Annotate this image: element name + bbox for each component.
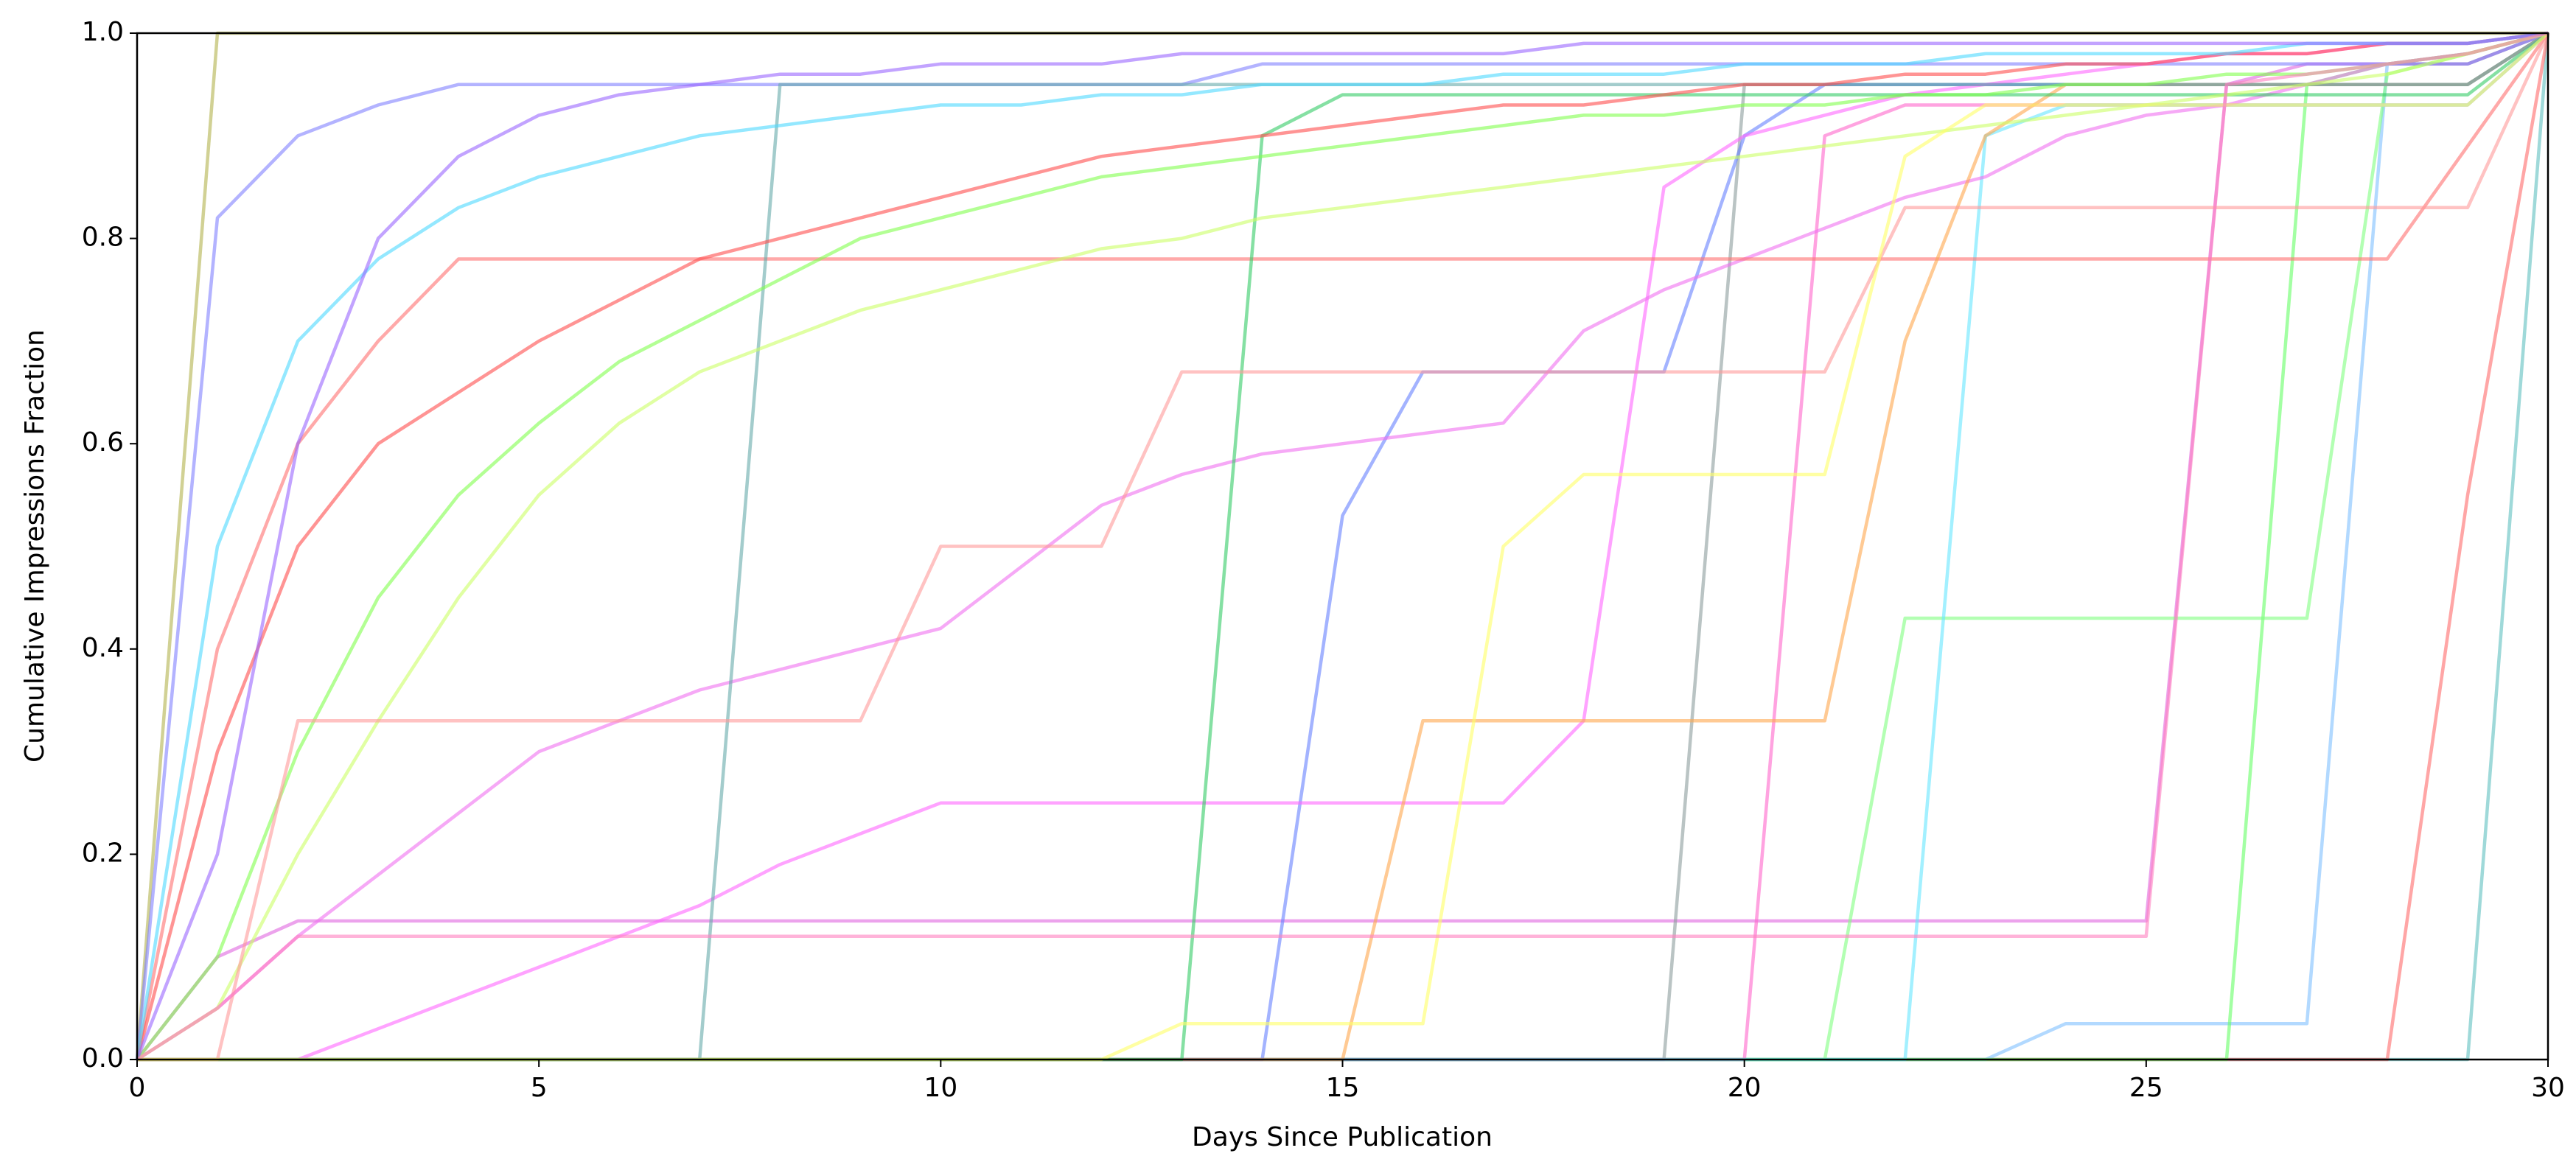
x-tick-label: 5 [531,1073,548,1103]
x-tick-label: 30 [2531,1073,2565,1103]
series-line [135,31,2549,1060]
x-tick-label: 0 [129,1073,146,1103]
x-tick-label: 20 [1728,1073,1762,1103]
x-axis-label: Days Since Publication [1192,1122,1493,1152]
x-tick-label: 10 [924,1073,957,1103]
series-line [135,32,2549,1060]
plot-area [135,31,2550,1062]
series-line [135,31,2549,1060]
y-axis-label: Cumulative Impressions Fraction [20,329,50,763]
y-tick-label: 0.8 [82,223,124,253]
y-tick-label: 0.0 [82,1043,124,1074]
y-tick-label: 0.2 [82,838,124,868]
y-tick-label: 0.6 [82,427,124,458]
x-tick-label: 25 [2129,1073,2163,1103]
series-line [136,31,2549,1061]
y-tick-label: 0.4 [82,633,124,663]
y-tick-label: 1.0 [82,17,124,47]
series-line [135,31,2549,1060]
series-line [136,31,2549,1061]
series-line [136,31,2549,1061]
x-tick-label: 15 [1326,1073,1360,1103]
series-line [137,32,2550,1062]
series-line [136,31,2549,1061]
